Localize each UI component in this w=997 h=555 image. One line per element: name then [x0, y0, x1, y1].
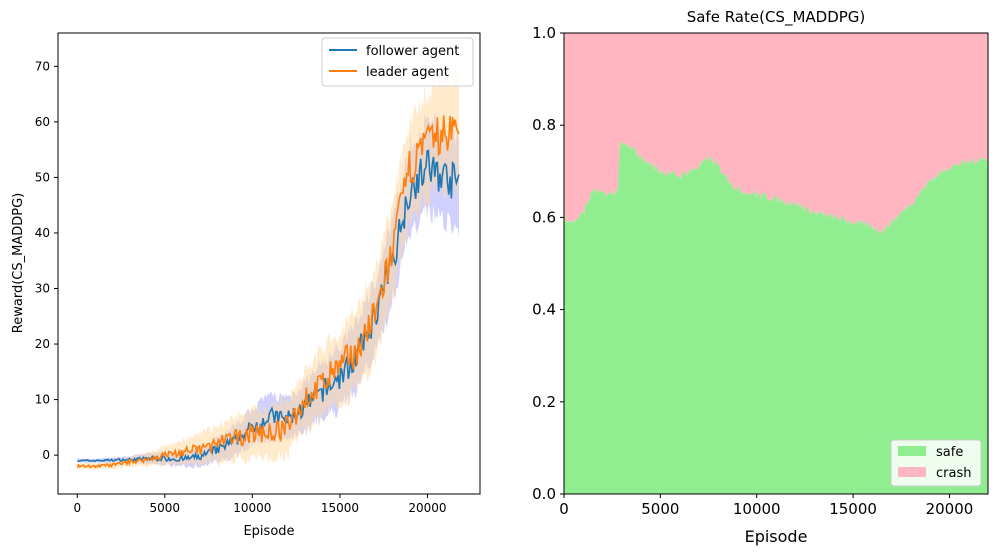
safe-rate-areas — [564, 33, 988, 494]
y-tick-label: 0 — [42, 448, 50, 462]
reward-y-ticks: 0 10 20 30 40 50 60 70 — [35, 59, 58, 462]
reward-y-axis-label: Reward(CS_MADDPG) — [11, 193, 26, 333]
legend-label-safe: safe — [936, 445, 963, 460]
safe-rate-y-ticks: 0.0 0.2 0.4 0.6 0.8 1.0 — [532, 24, 564, 503]
safe-area — [564, 140, 988, 494]
reward-series-lines — [76, 115, 460, 469]
band-leader-agent — [77, 64, 460, 471]
legend-swatch-safe — [898, 446, 926, 456]
safe-rate-x-axis-label: Episode — [745, 527, 808, 546]
y-tick-label: 30 — [35, 281, 50, 295]
x-tick-label: 10000 — [733, 500, 781, 518]
reward-plot-frame — [57, 32, 481, 495]
y-tick-label: 50 — [35, 170, 50, 184]
reward-legend-box — [321, 37, 474, 87]
safe-rate-legend: safe crash — [890, 439, 982, 487]
line-leader-agent — [76, 115, 460, 469]
reward-legend: follower agent leader agent — [321, 37, 474, 87]
y-tick-label: 10 — [35, 393, 50, 407]
legend-swatch-crash — [898, 467, 926, 477]
x-tick-label: 15000 — [829, 500, 877, 518]
y-tick-label: 60 — [35, 115, 50, 129]
x-tick-label: 20000 — [926, 500, 974, 518]
reward-chart: 0 5000 10000 15000 20000 0 10 20 30 40 50 60 70 Epi… — [11, 32, 481, 539]
y-tick-label: 70 — [35, 59, 50, 73]
x-tick-label: 10000 — [233, 501, 271, 515]
safe-rate-chart: 0 5000 10000 15000 20000 0.00.20.40.60.81.0 … — [532, 8, 989, 546]
safe-rate-plot-frame — [563, 32, 989, 495]
y-tick-label: 0.6 — [532, 208, 556, 226]
x-tick-label: 0 — [559, 500, 569, 518]
y-tick-label: 0.8 — [532, 116, 556, 134]
y-tick-label: 40 — [35, 226, 50, 240]
y-tick-label: 0.4 — [532, 301, 556, 319]
legend-label-follower-agent: follower agent — [366, 44, 459, 59]
legend-label-leader-agent: leader agent — [366, 65, 449, 80]
y-tick-label: 20 — [35, 337, 50, 351]
y-tick-label: 0.2 — [532, 393, 556, 411]
x-tick-label: 5000 — [150, 501, 181, 515]
safe-rate-title: Safe Rate(CS_MADDPG) — [687, 8, 866, 27]
y-tick-label: 0.0 — [532, 485, 556, 503]
y-tick-label: 1.0 — [532, 24, 556, 42]
x-tick-label: 0 — [73, 501, 81, 515]
x-tick-label: 20000 — [408, 501, 446, 515]
x-tick-label: 5000 — [641, 500, 679, 518]
reward-x-ticks: 0 5000 10000 15000 20000 — [73, 494, 447, 515]
reward-x-axis-label: Episode — [243, 524, 294, 539]
x-tick-label: 15000 — [321, 501, 359, 515]
legend-label-crash: crash — [936, 466, 971, 481]
crash-area — [564, 33, 988, 235]
safe-rate-x-ticks: 0 5000 10000 15000 20000 — [559, 494, 973, 518]
